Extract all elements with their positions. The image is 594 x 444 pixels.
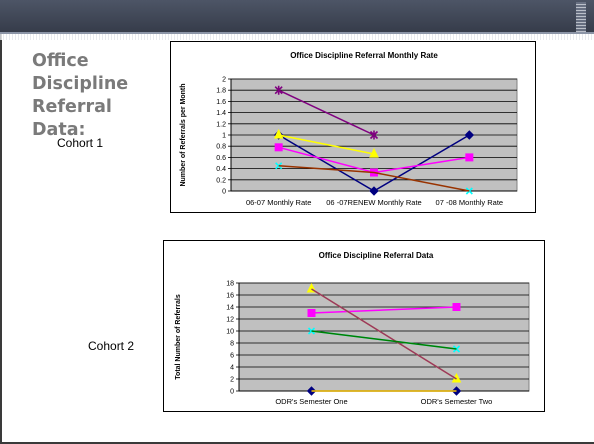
y-tick-label: 0.8: [216, 144, 226, 151]
decorative-dot-strip: [0, 34, 594, 40]
data-point: [274, 85, 283, 95]
x-tick-label: ODR's Semester Two: [421, 397, 493, 406]
y-tick-label: 18: [226, 281, 234, 288]
y-tick-label: 6: [230, 353, 234, 360]
data-point: [369, 130, 379, 140]
series-2: [307, 303, 461, 317]
y-tick-label: 2: [230, 377, 234, 384]
series-3: [273, 128, 379, 158]
plot-area: [238, 282, 530, 392]
y-tick-label: 4: [230, 365, 234, 372]
series-line: [278, 165, 470, 192]
data-point: [273, 128, 284, 139]
cohort-2-label: Cohort 2: [88, 339, 135, 353]
data-point: [369, 147, 379, 158]
series-line: [311, 288, 457, 380]
y-tick-label: 1.6: [216, 99, 226, 106]
data-point: [452, 303, 461, 311]
y-tick-label: 1.8: [216, 88, 226, 95]
y-tick-label: 0: [222, 189, 226, 196]
y-tick-label: 8: [230, 341, 234, 348]
y-tick-label: 1: [222, 133, 226, 140]
y-tick-label: 16: [226, 293, 234, 300]
corner-pattern: [576, 2, 586, 32]
series-6: [278, 165, 470, 192]
chart-odr-data-svg: Office Discipline Referral Data 0 2 4 6 8 10 12…: [175, 251, 530, 406]
x-tick-label: 06-07 Monthly Rate: [246, 198, 311, 207]
series-line: [311, 330, 457, 350]
y-tick-label: 0.4: [216, 166, 226, 173]
y-tick-label: 1.4: [216, 110, 226, 117]
data-point: [274, 143, 283, 152]
y-tick-label: 0.6: [216, 155, 226, 162]
data-point: [307, 309, 316, 317]
series-6: [311, 288, 457, 380]
cohort-1-label: Cohort 1: [57, 136, 104, 150]
data-point: [369, 186, 379, 196]
y-axis-label: Number of Referrals per Month: [180, 83, 187, 186]
series-7: [311, 330, 457, 350]
data-point: [464, 130, 475, 140]
x-tick-label: 07 -08 Monthly Rate: [436, 198, 504, 207]
y-tick-label: 0: [230, 389, 234, 396]
x-tick-label: 06 -07RENEW Monthly Rate: [326, 198, 421, 207]
x-tick-label: ODR's Semester One: [275, 397, 347, 406]
chart-title: Office Discipline Referral Monthly Rate: [290, 51, 438, 60]
series-5: [274, 85, 379, 140]
chart-monthly-rate: Office Discipline Referral Monthly Rate 0…: [170, 41, 536, 213]
y-tick-label: 14: [226, 305, 234, 312]
series-line: [278, 89, 375, 136]
series-line: [278, 134, 375, 155]
y-tick-label: 1.2: [216, 121, 226, 128]
y-tick-label: 0.2: [216, 177, 226, 184]
data-point: [465, 153, 474, 162]
top-banner: [0, 0, 594, 32]
chart-monthly-rate-svg: Office Discipline Referral Monthly Rate 0…: [180, 51, 518, 207]
banner-accent-line: [0, 32, 594, 34]
chart-odr-data: Office Discipline Referral Data 0 2 4 6 8 10 12…: [163, 240, 545, 412]
y-tick-label: 12: [226, 317, 234, 324]
y-axis-label: Total Number of Referrals: [175, 294, 182, 380]
y-tick-label: 2: [222, 77, 226, 84]
y-tick-label: 10: [226, 329, 234, 336]
series-line: [311, 306, 457, 314]
slide-title: Office Discipline Referral Data:: [32, 51, 129, 140]
chart-title: Office Discipline Referral Data: [319, 251, 434, 260]
